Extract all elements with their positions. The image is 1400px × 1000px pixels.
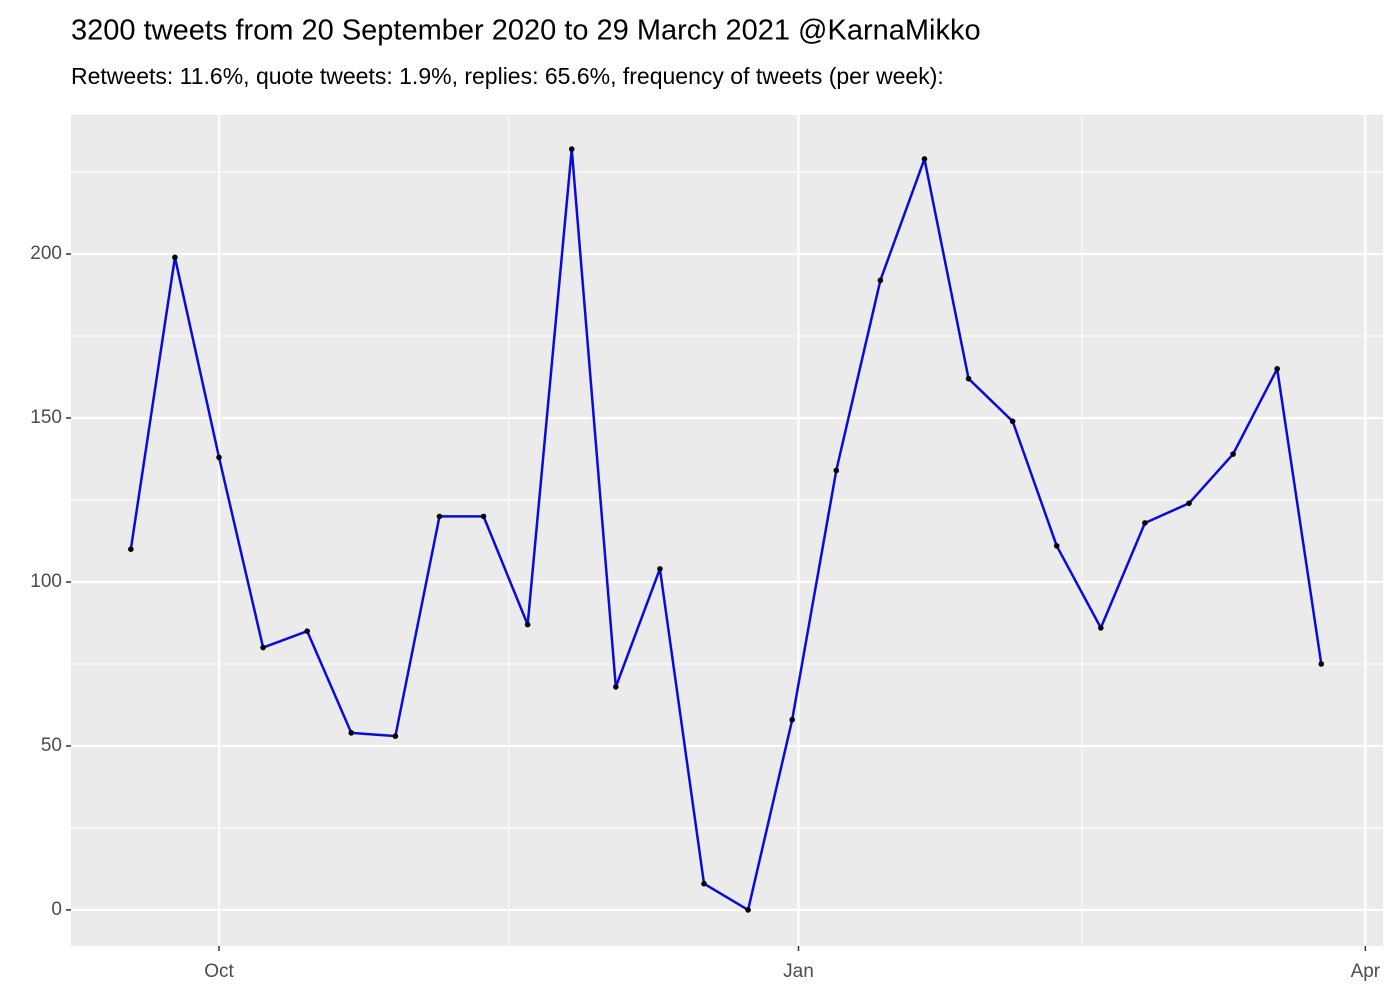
point [1274,366,1280,372]
point [701,880,707,887]
point [921,156,928,162]
x-tick-label: Oct [204,961,234,982]
point [613,684,619,690]
point [789,716,795,723]
point [1230,451,1236,457]
y-tick-label: 50 [41,735,62,756]
point [745,907,751,913]
y-tick-label: 150 [30,407,62,428]
point [392,733,399,739]
point [524,621,531,628]
point [216,454,222,461]
line [129,147,1323,912]
point [1142,520,1148,526]
y-tick-label: 100 [30,571,62,592]
chart-subtitle: Retweets: 11.6%, quote tweets: 1.9%, rep… [71,63,944,89]
x-tick-label: Apr [1351,961,1381,982]
point [128,546,134,552]
point [877,277,884,284]
point [304,628,310,634]
chart-title: 3200 tweets from 20 September 2020 to 29… [71,15,981,47]
point [1318,661,1325,667]
point [568,146,575,152]
point [480,513,487,520]
x-tick-label: Jan [783,961,814,982]
point [1098,625,1104,631]
point [172,254,178,261]
point [348,730,355,736]
y-tick-label: 0 [51,899,62,920]
plot-panel [71,115,1383,946]
point [1009,418,1016,425]
point [1053,543,1060,549]
y-tick-label: 200 [30,243,62,264]
point [436,513,443,520]
point [965,375,972,382]
point [260,644,266,651]
point [1186,500,1192,507]
point [833,467,840,474]
point [657,566,663,572]
